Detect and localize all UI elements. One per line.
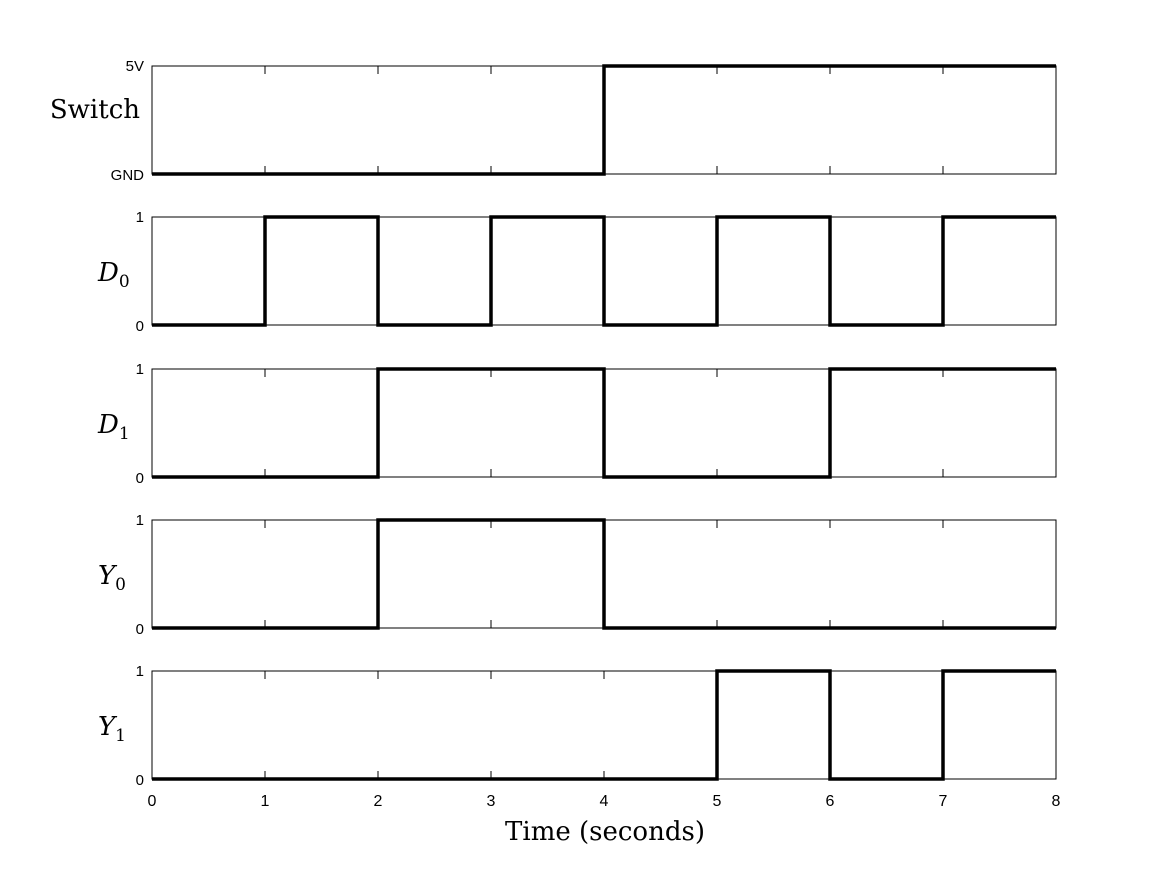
x-tick-label: 8 — [1052, 793, 1061, 810]
panel-y0: 1 0 Y0 — [98, 512, 1057, 638]
waveform-y1 — [152, 669, 1056, 781]
panel-frame — [151, 670, 1057, 780]
y-tick-label-high: 1 — [136, 663, 144, 680]
x-tick-label: 3 — [487, 793, 496, 810]
x-tick-label: 5 — [713, 793, 722, 810]
waveform-switch — [152, 64, 1056, 176]
panel-d0: 1 0 D0 — [97, 209, 1057, 335]
waveform-y0 — [152, 518, 1056, 630]
y-tick-label-high: 5V — [126, 58, 144, 75]
y-tick-label-high: 1 — [136, 361, 144, 378]
row-label-y0: Y0 — [98, 561, 126, 595]
x-tick-label: 4 — [600, 793, 609, 810]
y-tick-label-high: 1 — [136, 209, 144, 226]
row-label-d1: D1 — [97, 410, 130, 444]
x-axis-label: Time (seconds) — [505, 817, 705, 847]
y-tick-label-low: GND — [111, 167, 145, 184]
panel-switch: 5V GND Switch — [50, 58, 1057, 184]
y-tick-label-low: 0 — [136, 470, 144, 487]
x-tick-label: 6 — [826, 793, 835, 810]
y-tick-label-low: 0 — [136, 772, 144, 789]
panel-y1: 1 0 Y1 — [98, 663, 1057, 789]
y-tick-label-low: 0 — [136, 621, 144, 638]
x-axis: 0 1 2 3 4 5 6 7 8 — [148, 793, 1061, 810]
x-tick-label: 7 — [939, 793, 948, 810]
row-label-switch: Switch — [50, 95, 140, 125]
y-tick-label-high: 1 — [136, 512, 144, 529]
waveform-d0 — [152, 215, 1056, 327]
waveform-d1 — [152, 367, 1056, 479]
x-tick-label: 1 — [261, 793, 270, 810]
x-tick-label: 0 — [148, 793, 157, 810]
row-label-y1: Y1 — [98, 712, 126, 746]
panel-d1: 1 0 D1 — [97, 361, 1057, 487]
row-label-d0: D0 — [97, 258, 130, 292]
y-tick-label-low: 0 — [136, 318, 144, 335]
x-tick-label: 2 — [374, 793, 383, 810]
